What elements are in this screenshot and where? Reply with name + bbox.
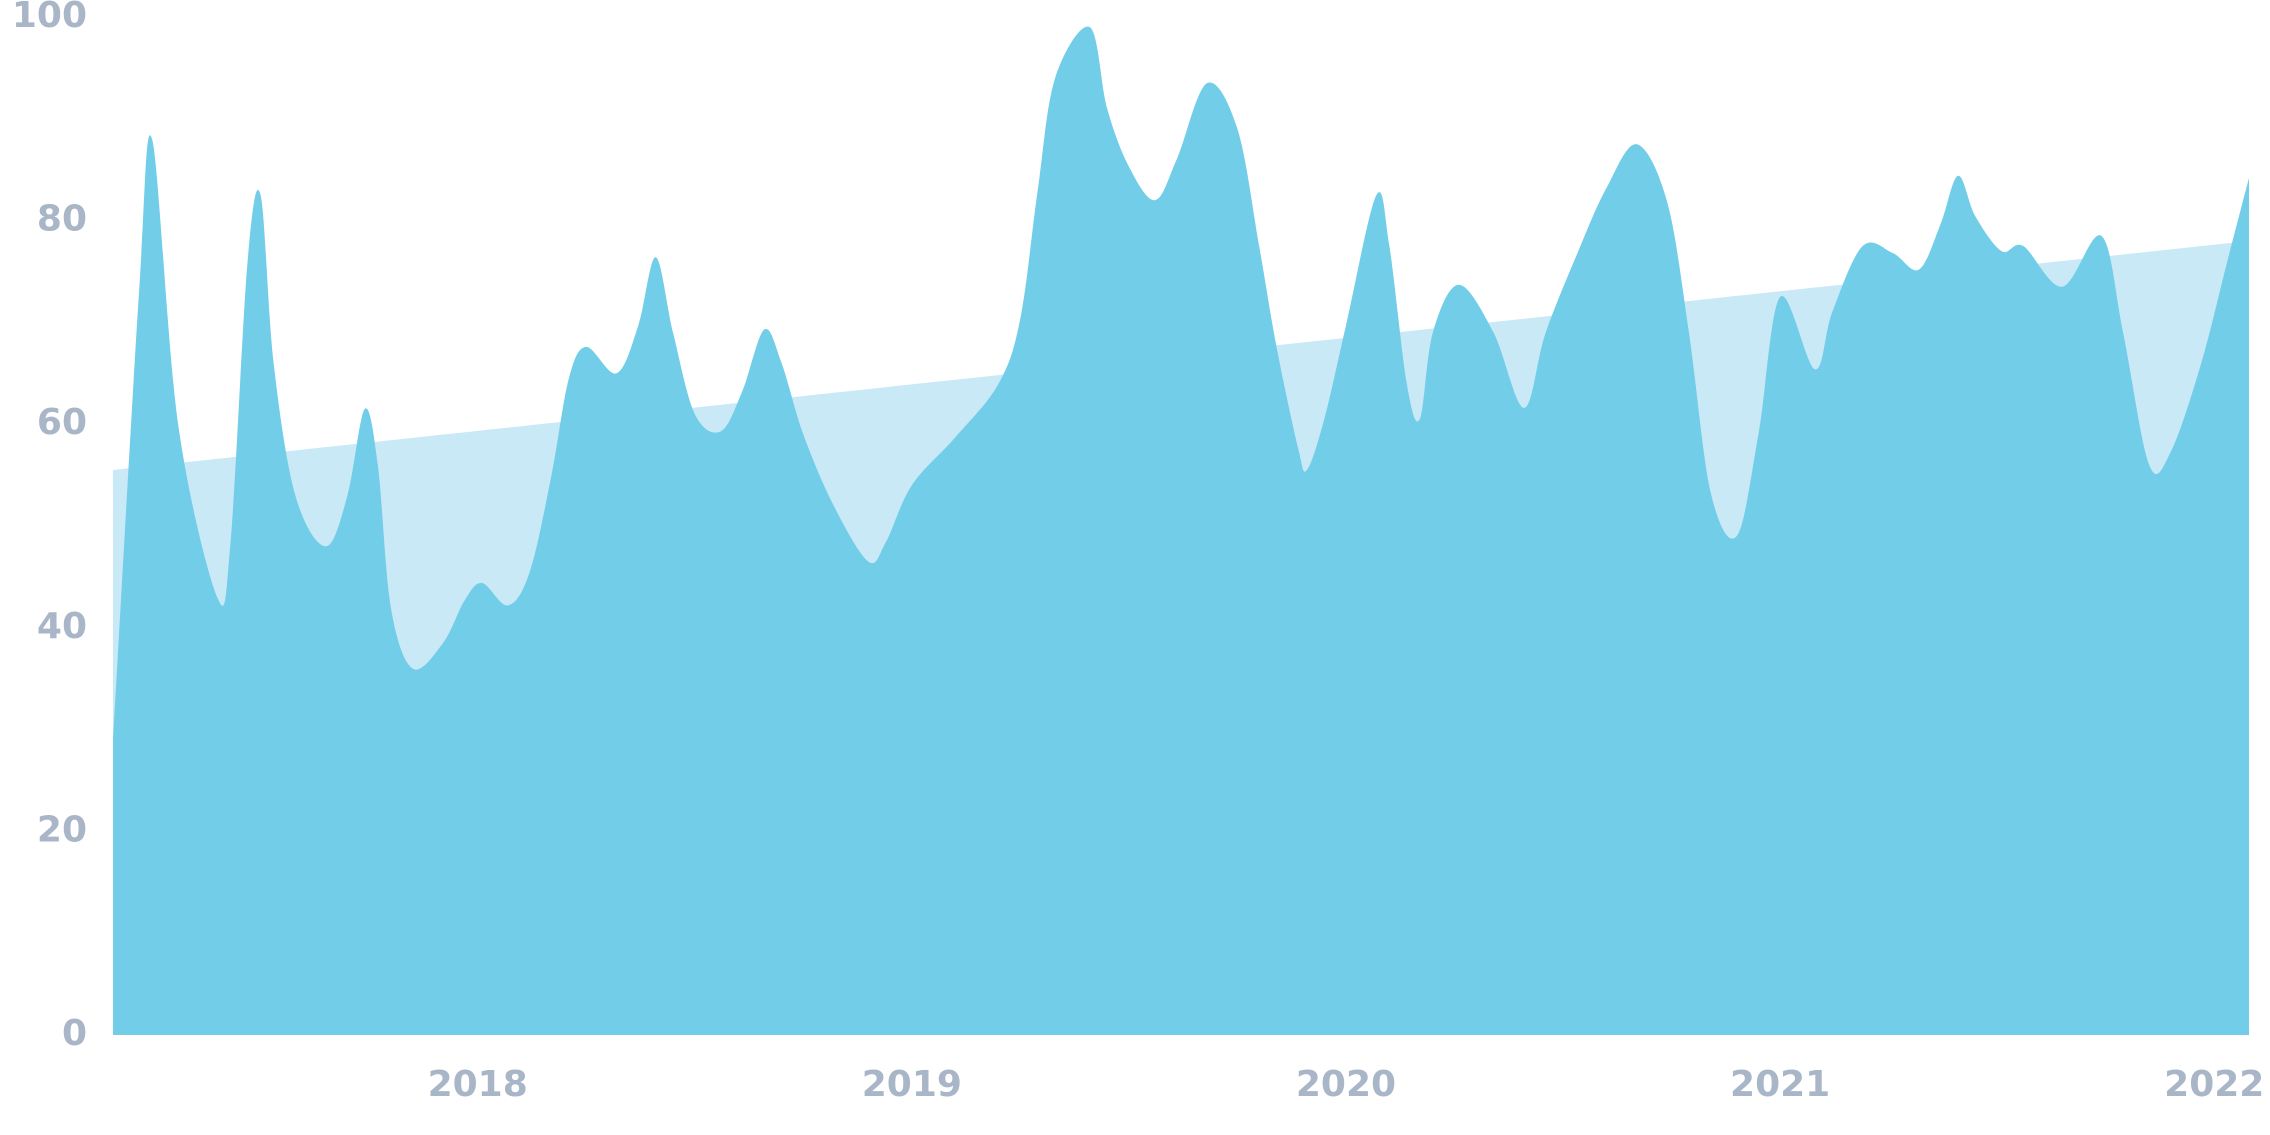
x-tick-label: 2022 [2164,1064,2264,1105]
y-tick-label: 40 [37,606,87,647]
area [113,26,2249,1035]
x-tick-label: 2020 [1296,1064,1396,1105]
y-tick-label: 20 [37,809,87,850]
y-tick-label: 60 [37,402,87,443]
x-tick-label: 2021 [1730,1064,1830,1105]
y-tick-label: 100 [12,0,87,36]
x-tick-label: 2019 [862,1064,962,1105]
y-tick-label: 0 [62,1013,87,1054]
x-tick-label: 2018 [428,1064,528,1105]
y-tick-label: 80 [37,199,87,240]
